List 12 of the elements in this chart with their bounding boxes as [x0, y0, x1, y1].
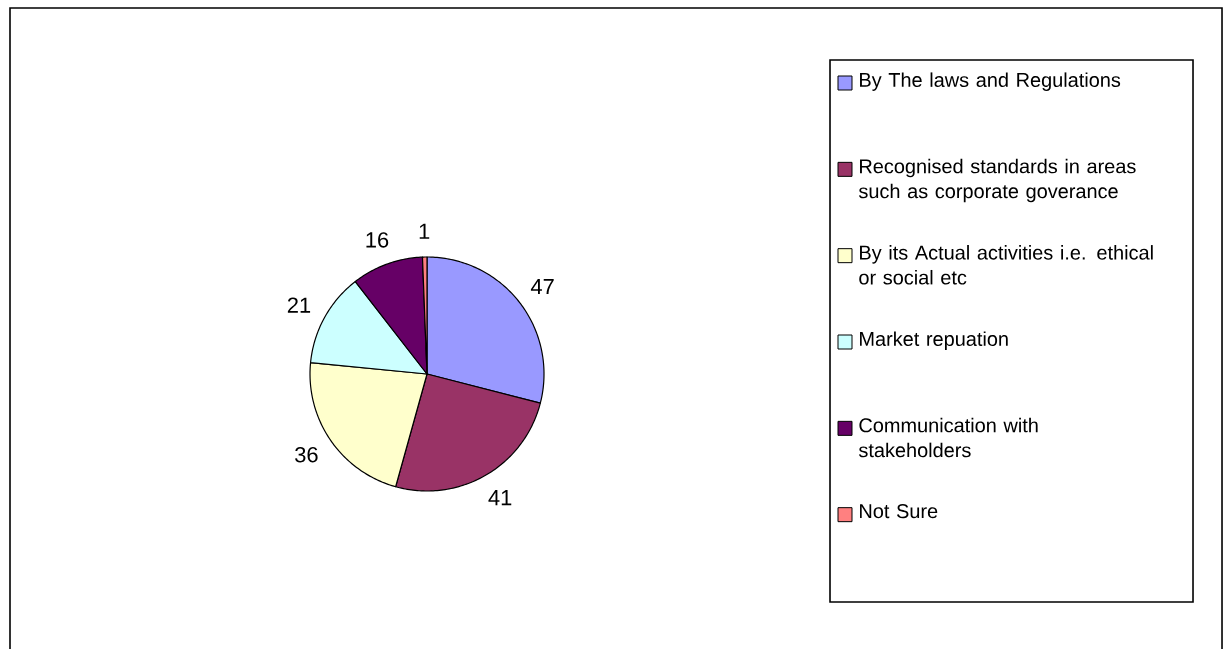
legend-label: Market repuation	[860, 331, 1008, 350]
legend-label: Recognised standards in areas such as corporate goverance	[858, 158, 1136, 203]
data-label: 16	[366, 232, 389, 248]
legend-label: Not Sure	[860, 504, 938, 519]
data-label: 21	[287, 297, 311, 313]
legend-label: By The laws and Regulations	[860, 72, 1121, 91]
data-label: 36	[295, 447, 318, 463]
data-label: 41	[488, 490, 512, 506]
legend-label: By its Actual activities i.e. ethical or social etc	[859, 245, 1153, 285]
legend-label: Communication with stakeholders	[858, 417, 1038, 458]
data-label: 1	[419, 223, 430, 239]
data-label: 47	[530, 279, 554, 295]
